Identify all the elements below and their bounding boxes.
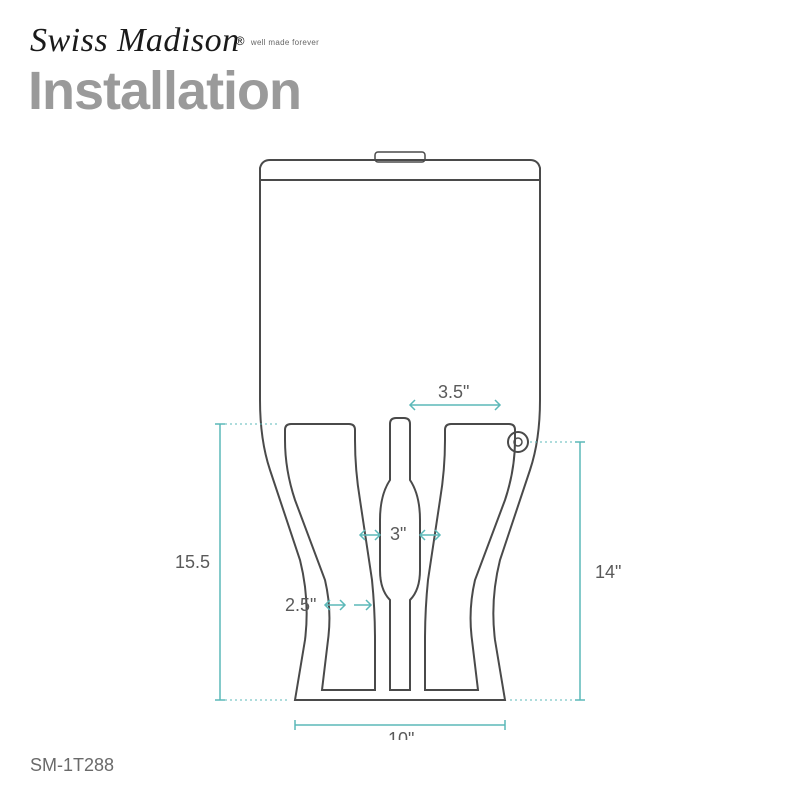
dim-base-width: 10": [388, 729, 414, 740]
dim-lower-inner: 2.5": [285, 595, 316, 615]
toilet-outline: [260, 152, 540, 700]
dimension-labels: 15.5 14" 10" 3.5" 3" 2.5": [175, 382, 621, 740]
dimension-lines: [215, 400, 585, 730]
dim-mid-inner: 3": [390, 524, 406, 544]
dim-height-left: 15.5: [175, 552, 210, 572]
brand-registered: ®: [236, 34, 245, 48]
page-title: Installation: [28, 60, 301, 122]
installation-diagram: 15.5 14" 10" 3.5" 3" 2.5": [100, 140, 700, 740]
brand-logo: Swiss Madison® well made forever: [30, 22, 319, 60]
dim-top-inner: 3.5": [438, 382, 469, 402]
brand-name: Swiss Madison: [30, 22, 240, 59]
model-number: SM-1T288: [30, 755, 114, 776]
brand-tagline: well made forever: [251, 38, 319, 47]
dim-height-right: 14": [595, 562, 621, 582]
